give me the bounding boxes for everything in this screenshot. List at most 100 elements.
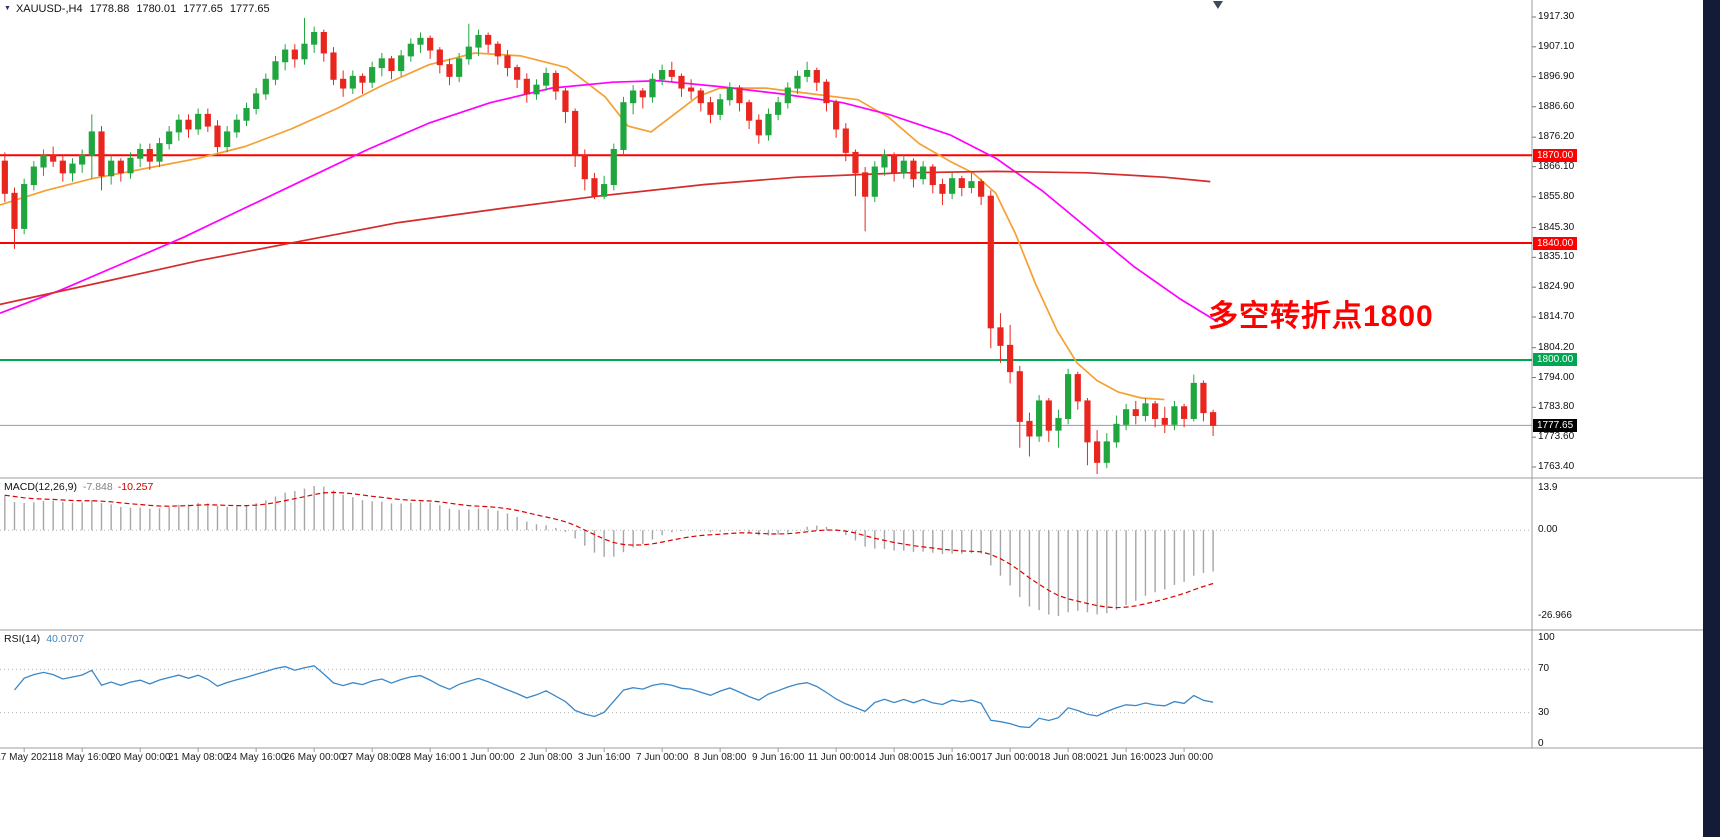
candle-body xyxy=(11,192,18,229)
candle-body xyxy=(388,58,395,72)
rsi-axis-label: 70 xyxy=(1538,663,1550,675)
candle-body xyxy=(862,172,869,197)
time-tick-label: 20 May 00:00 xyxy=(109,752,171,763)
candle-body xyxy=(514,67,521,80)
candle-body xyxy=(659,70,666,80)
candle-body xyxy=(243,108,250,121)
candle-body xyxy=(1007,344,1014,373)
price-line-label-1870.00: 1870.00 xyxy=(1533,148,1578,162)
candle-body xyxy=(910,160,917,180)
candle-body xyxy=(1074,374,1081,402)
time-tick-label: 24 May 16:00 xyxy=(225,752,287,763)
candle-body xyxy=(697,90,704,104)
price-tick-label: 1907.10 xyxy=(1538,40,1575,52)
macd-signal-value: -10.257 xyxy=(117,481,154,493)
candle-body xyxy=(446,64,453,77)
candle-body xyxy=(204,113,211,127)
price-tick-label: 1855.80 xyxy=(1538,190,1575,202)
macd-main-value: -7.848 xyxy=(82,481,113,493)
time-tick-label: 26 May 00:00 xyxy=(283,752,345,763)
time-tick-label: 11 Jun 00:00 xyxy=(807,752,865,763)
price-tick-label: 1835.10 xyxy=(1538,251,1575,263)
candle-body xyxy=(117,160,124,174)
price-tick-label: 1886.60 xyxy=(1538,100,1575,112)
price-line-label-1840.00: 1840.00 xyxy=(1533,236,1578,250)
chart-annotation-text[interactable]: 多空转折点1800 xyxy=(1208,300,1434,333)
candle-body xyxy=(1065,374,1072,419)
macd-axis-label: -26.966 xyxy=(1538,610,1572,621)
candle-body xyxy=(359,75,366,83)
time-tick-label: 8 Jun 08:00 xyxy=(693,752,747,763)
candle-body xyxy=(320,31,327,54)
candle-body xyxy=(272,61,279,80)
candle-body xyxy=(417,37,424,45)
candle-body xyxy=(755,119,762,136)
candle-body xyxy=(427,37,434,51)
candle-body xyxy=(987,195,994,329)
candle-body xyxy=(949,178,956,194)
candle-body xyxy=(1016,371,1023,422)
candle-body xyxy=(717,99,724,115)
macd-axis-label: 0.00 xyxy=(1538,524,1558,536)
candle-body xyxy=(1026,420,1033,437)
candle-body xyxy=(1132,409,1139,417)
triangle-down-icon[interactable]: ▼ xyxy=(4,5,11,12)
candle-body xyxy=(688,87,695,92)
panel-separators xyxy=(0,0,1703,749)
rsi-axis-label: 0 xyxy=(1538,738,1544,749)
rsi-label: RSI(14) xyxy=(4,633,41,645)
candle-body xyxy=(678,75,685,89)
candle-body xyxy=(369,67,376,83)
candle-body xyxy=(156,143,163,162)
candle-body xyxy=(330,52,337,80)
time-tick-label: 17 May 2021 xyxy=(0,752,54,763)
candle-body xyxy=(794,75,801,89)
candle-body xyxy=(137,148,144,159)
chart-header: ▼ XAUUSD-,H4 1778.88 1780.01 1777.65 1777.65 xyxy=(4,3,270,15)
candle-body xyxy=(833,102,840,130)
time-tick-label: 1 Jun 00:00 xyxy=(462,752,515,763)
price-tick-label: 1845.30 xyxy=(1538,221,1575,233)
candle-body xyxy=(349,75,356,89)
candle-body xyxy=(127,157,134,174)
time-tick-label: 14 Jun 08:00 xyxy=(865,752,924,763)
ohlc-open: 1778.88 xyxy=(89,3,130,15)
candle-body xyxy=(920,166,927,180)
candle-body xyxy=(175,119,182,133)
candle-body xyxy=(262,78,269,95)
candle-body xyxy=(166,131,173,145)
candle-body xyxy=(79,154,86,165)
candle-body xyxy=(630,90,637,104)
candle-body xyxy=(881,154,888,168)
candle-body xyxy=(436,49,443,66)
time-tick-label: 2 Jun 08:00 xyxy=(519,752,573,763)
time-tick-label: 9 Jun 16:00 xyxy=(751,752,805,763)
candle-body xyxy=(50,154,57,162)
candle-body xyxy=(40,154,47,168)
candle-body xyxy=(968,181,975,188)
macd-axis-label: 13.9 xyxy=(1538,482,1558,493)
candle-body xyxy=(456,58,463,77)
candle-body xyxy=(282,49,289,63)
candle-body xyxy=(21,184,28,229)
candle-body xyxy=(504,55,511,69)
price-tick-label: 1876.20 xyxy=(1538,131,1575,143)
macd-histogram xyxy=(4,486,1214,616)
candle-body xyxy=(601,184,608,197)
price-tick-label: 1794.00 xyxy=(1538,371,1575,383)
chart-shift-marker-icon[interactable] xyxy=(1212,1,1223,9)
rsi-indicator-header: RSI(14) 40.0707 xyxy=(4,633,84,645)
candle-body xyxy=(562,90,569,112)
time-tick-label: 15 Jun 16:00 xyxy=(923,752,982,763)
time-tick-label: 3 Jun 16:00 xyxy=(577,752,631,763)
ma-line-slow-ma xyxy=(0,170,1211,306)
window-edge-strip xyxy=(1703,0,1720,837)
candle-body xyxy=(552,72,559,92)
candle-body xyxy=(108,160,115,177)
rsi-axis-label: 30 xyxy=(1538,706,1550,718)
candle-body xyxy=(765,113,772,136)
time-tick-label: 23 Jun 00:00 xyxy=(1155,752,1214,763)
